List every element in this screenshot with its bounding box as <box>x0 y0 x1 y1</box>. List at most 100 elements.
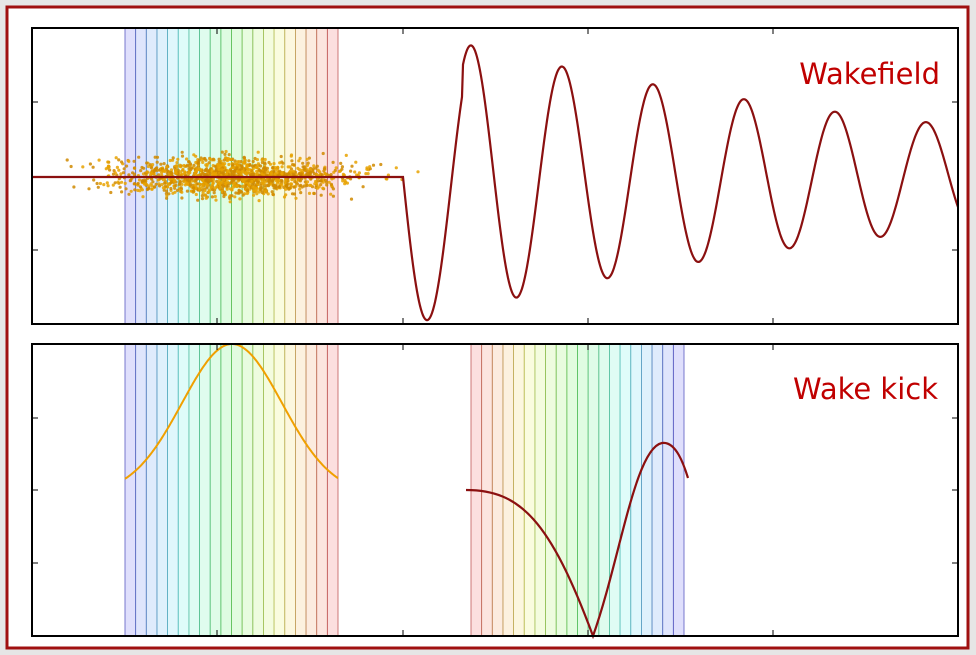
particle <box>283 181 287 185</box>
particle <box>118 185 122 189</box>
particle <box>228 196 232 200</box>
slice <box>502 343 515 637</box>
particle <box>231 163 235 167</box>
particle <box>233 170 237 174</box>
particle <box>162 162 166 166</box>
particle <box>266 192 270 196</box>
particle <box>175 188 180 192</box>
particle <box>153 155 157 159</box>
particle <box>165 194 169 198</box>
slice <box>145 343 158 637</box>
particle <box>95 181 99 186</box>
particle <box>125 164 129 168</box>
particle <box>284 178 288 182</box>
particle <box>127 173 131 177</box>
particle <box>262 177 266 181</box>
particle <box>221 183 225 187</box>
particle <box>209 179 213 183</box>
particle <box>207 169 211 173</box>
particle <box>350 164 354 168</box>
particle <box>185 189 189 193</box>
particle <box>254 189 258 193</box>
particle <box>132 166 137 170</box>
particle <box>340 167 344 171</box>
particle <box>217 157 221 161</box>
particle <box>212 191 216 195</box>
panel-label: Wakefield <box>799 57 940 91</box>
particle <box>120 160 124 164</box>
particle <box>311 167 315 171</box>
particle <box>201 191 205 195</box>
particle <box>211 181 215 186</box>
particle <box>196 198 200 202</box>
particle <box>259 164 263 168</box>
particle <box>187 160 191 164</box>
particle <box>87 187 91 191</box>
particle <box>180 150 184 154</box>
particle <box>174 164 178 168</box>
particle <box>159 162 163 166</box>
particle <box>138 189 142 193</box>
slice <box>294 343 307 637</box>
particle <box>272 186 276 190</box>
particle <box>366 172 370 176</box>
particle <box>226 184 230 188</box>
particle <box>167 192 171 196</box>
particle <box>293 180 297 184</box>
particle <box>180 190 184 194</box>
particle <box>311 170 315 174</box>
particle <box>229 180 234 184</box>
particle <box>197 161 201 165</box>
particle <box>298 187 302 191</box>
particle <box>191 186 196 190</box>
particle <box>174 169 178 173</box>
particle <box>88 162 92 166</box>
slice <box>619 343 632 637</box>
particle <box>106 160 110 164</box>
particle <box>197 158 201 162</box>
particle <box>137 155 141 159</box>
particle <box>102 183 106 187</box>
particle <box>166 182 170 186</box>
particle <box>222 178 226 182</box>
particle <box>235 166 239 170</box>
particle <box>138 185 142 189</box>
particle <box>294 196 298 200</box>
particle <box>255 158 259 162</box>
particle <box>241 161 246 165</box>
particle <box>114 156 118 160</box>
particle <box>247 159 251 163</box>
particle <box>120 180 124 184</box>
particle <box>140 180 144 184</box>
particle <box>298 156 302 160</box>
particle <box>312 191 316 196</box>
particle <box>241 184 245 189</box>
particle <box>127 159 131 163</box>
particle <box>270 190 274 194</box>
particle <box>227 162 231 167</box>
particle <box>219 170 223 174</box>
particle <box>312 164 316 168</box>
particle <box>161 178 165 182</box>
particle <box>176 157 180 161</box>
particle <box>361 185 365 189</box>
particle <box>300 185 304 189</box>
particle <box>353 170 357 174</box>
particle <box>208 157 212 161</box>
particle <box>122 167 126 171</box>
particle <box>181 167 185 171</box>
particle <box>179 186 183 190</box>
particle <box>245 188 250 192</box>
particle <box>200 185 204 189</box>
particle <box>279 154 283 159</box>
particle <box>242 179 246 184</box>
particle <box>194 179 198 183</box>
particle <box>176 168 180 172</box>
particle <box>222 158 226 162</box>
particle <box>150 187 154 191</box>
particle <box>319 183 323 187</box>
slice <box>555 343 568 637</box>
particle <box>277 173 281 177</box>
particle <box>260 160 264 165</box>
